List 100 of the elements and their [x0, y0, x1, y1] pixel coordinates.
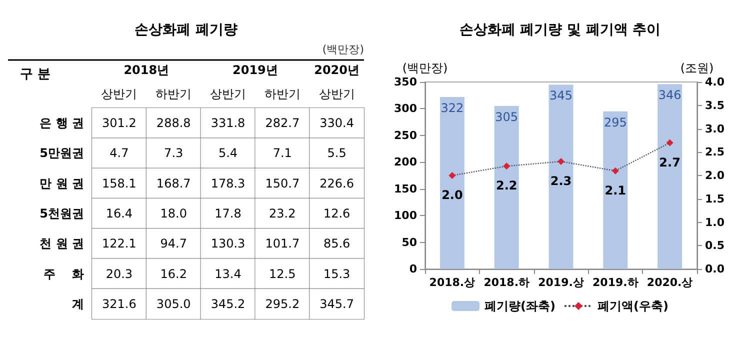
data-label: 282.7 [265, 116, 300, 130]
data-label: 295 [604, 115, 627, 130]
point [448, 172, 456, 179]
x-tick-label: 상반기 [318, 87, 355, 101]
x-tick-label: 하반기 [156, 87, 192, 101]
y-tick-label: 100 [394, 209, 418, 222]
data-label: 150.7 [265, 176, 300, 190]
y-tick-label: 350 [394, 76, 418, 88]
text: (백만장) [322, 43, 364, 56]
data-label: 94.7 [160, 236, 187, 251]
data-label: 20.3 [106, 266, 133, 281]
data-label: 321.6 [102, 296, 136, 311]
data-label: 288.8 [156, 116, 191, 130]
data-label: 17.8 [214, 206, 242, 220]
y-tick-label: 150 [394, 182, 418, 196]
y2-tick-label: 3.5 [705, 98, 724, 112]
y2-tick-label: 2.0 [705, 169, 725, 182]
data-label: 130.3 [210, 236, 246, 251]
data-label: 15.3 [323, 266, 350, 281]
data-label: 7.3 [164, 146, 184, 160]
data-label: 5.4 [218, 146, 238, 160]
data-label: 345.7 [320, 296, 354, 311]
point [558, 158, 564, 165]
x-tick-label: 하반기 [264, 87, 300, 101]
data-label: 122.1 [102, 236, 136, 251]
bar [440, 96, 464, 269]
data-label: 295.2 [265, 296, 300, 311]
data-label: 2.2 [496, 178, 518, 193]
y2-tick-label: 0.0 [705, 262, 725, 276]
y2-tick-label: 0.5 [705, 239, 724, 252]
legend-label: 폐기액(우축) [598, 299, 668, 313]
data-label: 18.0 [160, 206, 187, 220]
y-tick-label: 은 행 권 [40, 116, 84, 130]
chart-title: 손상화폐 폐기량 [134, 22, 238, 38]
data-label: 13.4 [214, 266, 242, 281]
data-label: 16.4 [106, 206, 133, 220]
text: 2020년 [314, 63, 360, 77]
bar [548, 84, 574, 269]
x-tick-label: 2018.상 [429, 276, 476, 289]
y-axis-title: (백만장) [402, 61, 448, 75]
data-label: 23.2 [269, 206, 296, 220]
data-label: 331.8 [210, 116, 246, 130]
bar [494, 106, 519, 269]
x-tick-label: 상반기 [101, 87, 138, 101]
x-tick-label: 2018.하 [484, 276, 530, 289]
data-label: 345.2 [210, 296, 246, 311]
data-label: 305.0 [156, 296, 191, 311]
chart-title: 손상화폐 폐기량 및 폐기액 추이 [459, 22, 661, 38]
data-label: 330.4 [320, 116, 354, 130]
data-label: 345 [550, 88, 572, 103]
data-label: 178.3 [210, 176, 246, 190]
y-tick-label: 300 [394, 102, 418, 116]
y2-axis-title: (조원) [680, 61, 714, 75]
y-tick-label: 주 화 [43, 266, 84, 281]
y2-tick-label: 1.0 [705, 216, 725, 229]
data-label: 2.1 [604, 183, 626, 198]
data-label: 301.2 [102, 116, 136, 130]
text: 2019년 [232, 63, 278, 77]
data-label: 5.5 [327, 146, 346, 160]
x-tick-label: 2020.상 [646, 276, 693, 289]
y-tick-label: 만 원 권 [40, 176, 84, 190]
point [612, 167, 619, 174]
bar [603, 111, 628, 269]
data-label: 16.2 [160, 266, 187, 281]
data-label: 12.6 [323, 206, 350, 220]
y-tick-label: 5천원권 [40, 206, 84, 220]
data-label: 101.7 [265, 236, 300, 251]
x-tick-label: 2019.하 [592, 276, 638, 289]
y2-tick-label: 3.0 [705, 122, 725, 136]
data-label: 7.1 [272, 146, 292, 160]
y2-tick-label: 1.5 [705, 192, 724, 206]
data-label: 322 [440, 100, 464, 115]
data-label: 346 [658, 88, 682, 102]
data-label: 2.3 [550, 174, 572, 188]
text: 2018년 [124, 63, 170, 77]
data-label: 226.6 [320, 176, 354, 190]
y-tick-label: 50 [402, 236, 418, 249]
data-label: 2.0 [442, 188, 463, 202]
data-label: 305 [495, 110, 518, 124]
data-label: 158.1 [102, 176, 136, 190]
data-label: 85.6 [323, 236, 350, 251]
y-tick-label: 계 [72, 296, 84, 311]
point [503, 162, 510, 170]
y2-tick-label: 2.5 [705, 146, 724, 159]
data-label: 2.7 [659, 155, 680, 170]
y-tick-label: 5만원권 [40, 146, 84, 160]
y-tick-label: 250 [394, 128, 418, 142]
bar [658, 84, 682, 269]
data-label: 4.7 [110, 146, 129, 160]
y-tick-label: 0 [409, 262, 418, 276]
legend-label: 폐기량(좌축) [484, 299, 556, 313]
y-tick-label: 200 [394, 156, 418, 169]
y-tick-label: 천 원 권 [40, 236, 84, 251]
data-label: 168.7 [156, 176, 191, 190]
y2-tick-label: 4.0 [705, 76, 725, 88]
data-label: 12.5 [269, 266, 296, 281]
point [666, 139, 674, 146]
x-tick-label: 2019.상 [538, 276, 584, 289]
text: 구 분 [20, 67, 51, 82]
x-tick-label: 상반기 [210, 87, 246, 101]
